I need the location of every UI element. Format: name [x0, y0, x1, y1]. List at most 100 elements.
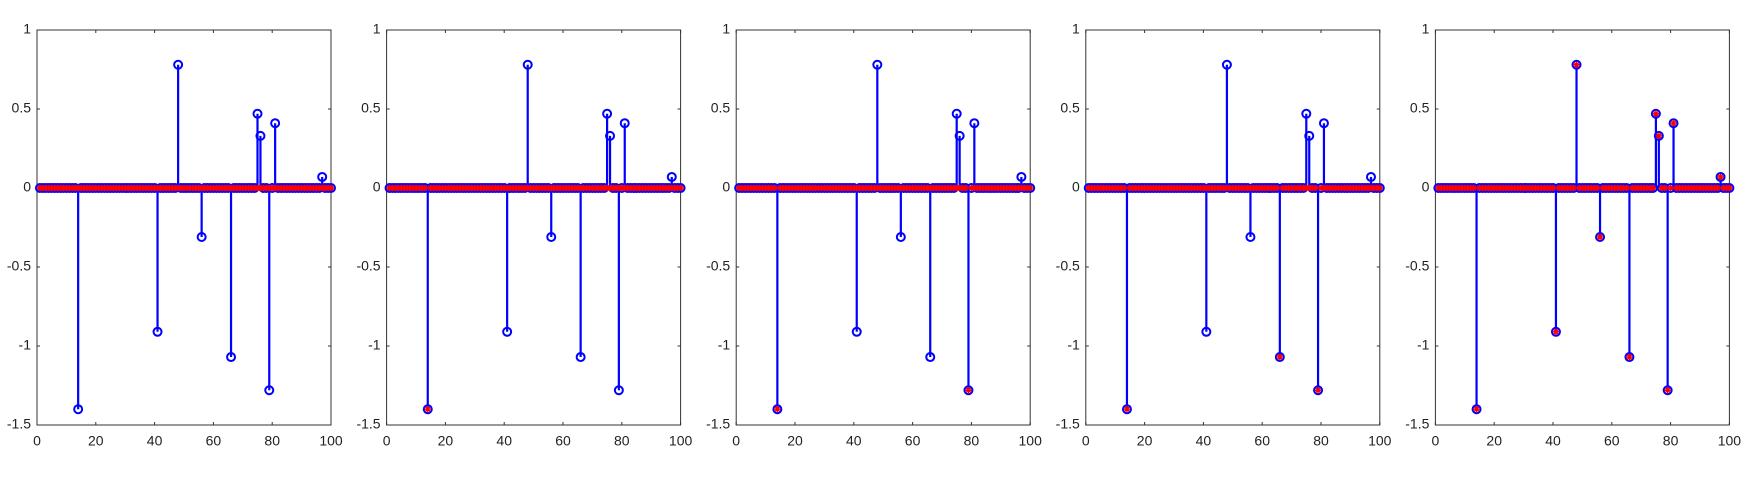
- y-tick-label: -1.5: [356, 416, 380, 432]
- subplot: -1.5 -1 -0.5 0 0.5 1 0 20 40 60 80 100: [1056, 21, 1392, 449]
- y-tick-label: 1: [1422, 21, 1430, 37]
- stem-marker: [255, 130, 266, 141]
- stem-marker: [1662, 385, 1673, 396]
- x-tick-label: 60: [1254, 433, 1270, 449]
- estimate-marker: [1664, 387, 1671, 394]
- y-tick-label: 0.5: [1060, 100, 1080, 116]
- stem-marker: [1016, 171, 1027, 182]
- stem-marker: [666, 171, 677, 182]
- y-tick-label: -1: [718, 337, 731, 353]
- x-tick-label: 80: [1663, 433, 1679, 449]
- y-tick-label: -0.5: [1056, 258, 1080, 274]
- estimate-marker: [1726, 184, 1733, 192]
- stem-marker: [173, 59, 184, 70]
- stem-marker: [951, 108, 962, 119]
- y-tick-label: -0.5: [706, 258, 730, 274]
- stem-marker: [196, 231, 207, 242]
- stem-marker: [1301, 108, 1312, 119]
- stem-marker: [602, 108, 613, 119]
- stem-marker: [422, 404, 433, 415]
- y-tick-label: 0: [722, 179, 730, 195]
- subplot: -1.5 -1 -0.5 0 0.5 1 0 20 40 60 80 100: [1405, 21, 1741, 449]
- stem-marker: [1121, 404, 1132, 415]
- stem-marker: [252, 108, 263, 119]
- x-tick-label: 60: [555, 433, 571, 449]
- stem-marker: [522, 59, 533, 70]
- stem-marker: [152, 326, 163, 337]
- stem-marker: [605, 130, 616, 141]
- stem-marker: [1274, 352, 1285, 363]
- subplot: -1.5 -1 -0.5 0 0.5 1 0 20 40 60 80 100: [7, 21, 343, 449]
- x-tick-label: 40: [1545, 433, 1561, 449]
- estimate-marker: [1276, 353, 1284, 361]
- stem-marker: [226, 352, 237, 363]
- y-tick-label: 1: [722, 21, 730, 37]
- y-tick-label: 0.5: [12, 100, 32, 116]
- x-tick-label: 20: [438, 433, 454, 449]
- stem-marker: [1571, 59, 1582, 70]
- x-tick-label: 100: [1368, 433, 1392, 449]
- stem-marker: [969, 118, 980, 129]
- estimate-marker: [677, 184, 684, 192]
- stem-marker: [546, 231, 557, 242]
- stem-marker: [502, 326, 513, 337]
- y-tick-label: -1.5: [7, 416, 31, 432]
- stem-marker: [963, 385, 974, 396]
- estimate-marker: [1593, 184, 1601, 192]
- y-tick-label: -0.5: [7, 258, 31, 274]
- x-tick-label: 20: [1486, 433, 1502, 449]
- plot-area: [1085, 29, 1381, 426]
- x-tick-label: 40: [1196, 433, 1212, 449]
- y-tick-label: -1.5: [1056, 416, 1080, 432]
- estimate-marker: [1626, 353, 1633, 361]
- x-tick-label: 0: [1432, 433, 1440, 449]
- y-tick-label: 0.5: [1410, 100, 1430, 116]
- stem-marker: [1668, 118, 1679, 129]
- x-tick-label: 60: [1604, 433, 1620, 449]
- y-tick-label: 0: [1422, 179, 1430, 195]
- stem-marker: [1715, 171, 1726, 182]
- stem-marker: [1624, 352, 1635, 363]
- y-tick-label: -1.5: [706, 416, 730, 432]
- x-tick-label: 20: [1137, 433, 1153, 449]
- subplot: -1.5 -1 -0.5 0 0.5 1 0 20 40 60 80 100: [706, 21, 1042, 449]
- estimate-marker: [1714, 184, 1721, 192]
- estimate-marker: [771, 184, 778, 192]
- y-tick-label: 1: [1072, 21, 1080, 37]
- x-tick-label: 100: [1019, 433, 1043, 449]
- plot-area: [735, 29, 1031, 426]
- estimate-marker: [1473, 406, 1480, 413]
- estimate-marker: [421, 184, 429, 192]
- y-tick-label: 1: [373, 21, 381, 37]
- stem-marker: [317, 171, 328, 182]
- y-tick-label: -1: [19, 337, 32, 353]
- y-tick-label: -1: [1067, 337, 1080, 353]
- estimate-marker: [1670, 120, 1677, 127]
- plot-area: [36, 29, 332, 426]
- x-tick-label: 0: [33, 433, 41, 449]
- x-tick-label: 40: [496, 433, 512, 449]
- y-tick-label: -0.5: [356, 258, 380, 274]
- stem-marker: [1471, 404, 1482, 415]
- y-tick-label: 0: [373, 179, 381, 195]
- x-tick-label: 80: [614, 433, 630, 449]
- stem-marker: [1650, 108, 1661, 119]
- stem-marker: [73, 404, 84, 415]
- x-tick-label: 80: [264, 433, 280, 449]
- estimate-marker: [1652, 110, 1660, 117]
- stem-marker: [1318, 118, 1329, 129]
- stem-marker: [270, 118, 281, 129]
- x-tick-label: 100: [1718, 433, 1742, 449]
- estimate-marker: [774, 406, 781, 413]
- estimate-marker: [962, 184, 969, 192]
- stem-marker: [925, 352, 936, 363]
- x-tick-label: 100: [319, 433, 343, 449]
- estimate-marker: [1655, 132, 1663, 140]
- x-tick-label: 0: [732, 433, 740, 449]
- stem-marker: [1550, 326, 1561, 337]
- estimate-marker: [1623, 184, 1630, 192]
- x-tick-label: 40: [147, 433, 163, 449]
- x-tick-label: 20: [787, 433, 803, 449]
- stem-marker: [895, 231, 906, 242]
- estimate-marker: [1120, 184, 1128, 192]
